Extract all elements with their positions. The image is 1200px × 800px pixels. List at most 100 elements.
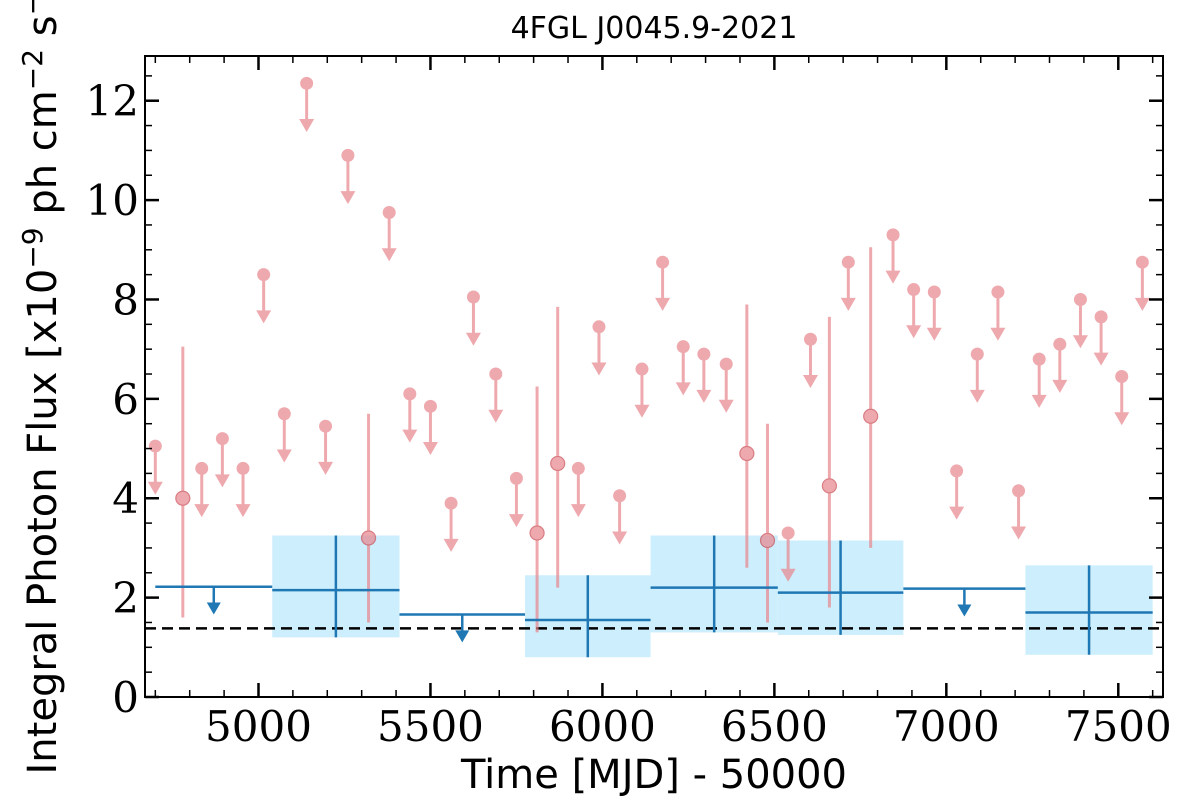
short-bin-upper-limit-arrow: [1052, 379, 1068, 393]
short-bin-upper-limit-point: [509, 471, 523, 485]
short-bin-upper-limit-arrow: [214, 474, 230, 488]
short-bin-upper-limit-arrow: [381, 248, 397, 262]
short-bin-upper-limit-arrow: [612, 531, 628, 545]
short-bin-series: [147, 76, 1150, 633]
short-bin-upper-limit-arrow: [465, 332, 481, 346]
short-bin-upper-limit-arrow: [696, 389, 712, 403]
y-axis-label-part: s: [20, 15, 66, 49]
short-bin-upper-limit-arrow: [570, 504, 586, 518]
short-bin-upper-limit-point: [1115, 370, 1129, 383]
short-bin-upper-limit-arrow: [1134, 297, 1150, 311]
short-bin-upper-limit-arrow: [780, 568, 796, 582]
short-bin-upper-limit-point: [697, 347, 711, 361]
short-bin-upper-limit-point: [341, 148, 355, 162]
x-tick-label: 6000: [549, 702, 656, 751]
short-bin-upper-limit-point: [277, 407, 291, 421]
short-bin-upper-limit-arrow: [488, 409, 504, 423]
short-bin-upper-limit-arrow: [1031, 394, 1047, 408]
short-bin-upper-limit-arrow: [990, 327, 1006, 341]
short-bin-upper-limit-arrow: [969, 389, 985, 403]
short-bin-upper-limit-arrow: [1011, 526, 1027, 540]
y-tick-label: 2: [112, 574, 139, 623]
short-bin-upper-limit-point: [423, 399, 437, 413]
short-bin-upper-limit-point: [970, 347, 984, 361]
short-bin-upper-limit-arrow: [276, 449, 292, 463]
y-tick-label: 10: [86, 176, 139, 225]
short-bin-upper-limit-arrow: [402, 429, 418, 443]
short-bin-upper-limit-point: [300, 76, 314, 90]
short-bin-upper-limit-arrow: [235, 504, 251, 518]
short-bin-upper-limit-arrow: [299, 119, 315, 133]
short-bin-upper-limit-point: [257, 268, 271, 282]
axes: 5000 5500 6000 6500 7000 7500 0 2 4 6 8 10 12: [86, 55, 1172, 751]
short-bin-upper-limit-arrow: [194, 504, 210, 518]
short-bin-upper-limit-arrow: [655, 297, 671, 311]
x-tick-label: 6500: [721, 702, 828, 751]
plot-area: [145, 76, 1163, 658]
short-bin-detection-point: [175, 490, 191, 506]
short-bin-upper-limit-arrow: [840, 297, 856, 311]
short-bin-upper-limit-point: [719, 357, 733, 371]
short-bin-upper-limit-point: [656, 255, 670, 269]
long-bin-upper-limit-arrow: [455, 630, 470, 643]
x-tick-label: 5000: [205, 702, 312, 751]
short-bin-upper-limit-arrow: [591, 362, 607, 376]
short-bin-upper-limit-arrow: [885, 270, 901, 284]
short-bin-upper-limit-point: [1053, 337, 1067, 351]
short-bin-detection-point: [529, 525, 545, 541]
y-axis-label: Integral Photon Flux [x10−9 ph cm−2 s−1]: [16, 0, 66, 774]
short-bin-upper-limit-point: [489, 367, 503, 381]
short-bin-upper-limit-point: [444, 496, 458, 510]
short-bin-upper-limit-point: [950, 464, 964, 478]
short-bin-upper-limit-point: [803, 332, 817, 346]
y-axis-label-exponent: −9: [16, 227, 49, 268]
y-axis-label-part: Integral Photon Flux [x10: [20, 269, 66, 775]
short-bin-upper-limit-arrow: [318, 461, 334, 475]
short-bin-upper-limit-point: [613, 489, 627, 503]
short-bin-upper-limit-point: [571, 461, 585, 475]
short-bin-upper-limit-point: [635, 362, 649, 376]
short-bin-upper-limit-arrow: [802, 374, 818, 388]
short-bin-upper-limit-arrow: [718, 399, 734, 413]
short-bin-upper-limit-arrow: [340, 191, 356, 205]
short-bin-upper-limit-point: [1032, 352, 1046, 366]
short-bin-upper-limit-point: [1094, 310, 1108, 324]
short-bin-upper-limit-arrow: [508, 514, 524, 528]
short-bin-detection-point: [550, 455, 566, 472]
plot-frame: [144, 55, 1164, 698]
short-bin-upper-limit-arrow: [634, 404, 650, 418]
chart-title: 4FGL J0045.9-2021: [511, 11, 798, 46]
x-axis-label: Time [MJD] - 50000: [460, 752, 847, 798]
short-bin-upper-limit-point: [403, 387, 417, 401]
short-bin-upper-limit-arrow: [906, 325, 922, 339]
x-tick-label: 7000: [893, 702, 1000, 751]
short-bin-upper-limit-point: [927, 285, 941, 299]
short-bin-detection-point: [863, 408, 879, 424]
short-bin-upper-limit-point: [841, 255, 855, 269]
y-axis-label-exponent: −2: [16, 49, 49, 90]
short-bin-upper-limit-point: [991, 285, 1005, 299]
short-bin-upper-limit-point: [319, 419, 333, 433]
short-bin-detection-point: [739, 445, 755, 462]
long-bin-upper-limit-arrow: [957, 604, 972, 617]
short-bin-upper-limit-point: [592, 320, 606, 334]
y-tick-label: 4: [112, 474, 139, 523]
short-bin-detection-point: [821, 478, 837, 494]
short-bin-upper-limit-point: [1073, 292, 1087, 306]
short-bin-upper-limit-point: [676, 340, 690, 354]
y-tick-label: 8: [112, 275, 139, 324]
y-axis-label-part: ph cm: [20, 90, 66, 227]
y-axis-label-text: Integral Photon Flux [x10−9 ph cm−2 s−1]: [16, 0, 66, 774]
short-bin-detection-point: [759, 532, 776, 549]
short-bin-upper-limit-point: [1012, 484, 1026, 498]
x-tick-label: 5500: [377, 702, 484, 751]
short-bin-upper-limit-point: [781, 526, 795, 540]
short-bin-upper-limit-point: [907, 283, 921, 297]
short-bin-upper-limit-arrow: [926, 327, 942, 341]
short-bin-upper-limit-point: [215, 432, 229, 446]
y-tick-label: 6: [112, 375, 139, 424]
short-bin-upper-limit-point: [236, 461, 250, 475]
short-bin-upper-limit-arrow: [1114, 412, 1130, 426]
long-bin-upper-limit-arrow: [206, 602, 221, 615]
